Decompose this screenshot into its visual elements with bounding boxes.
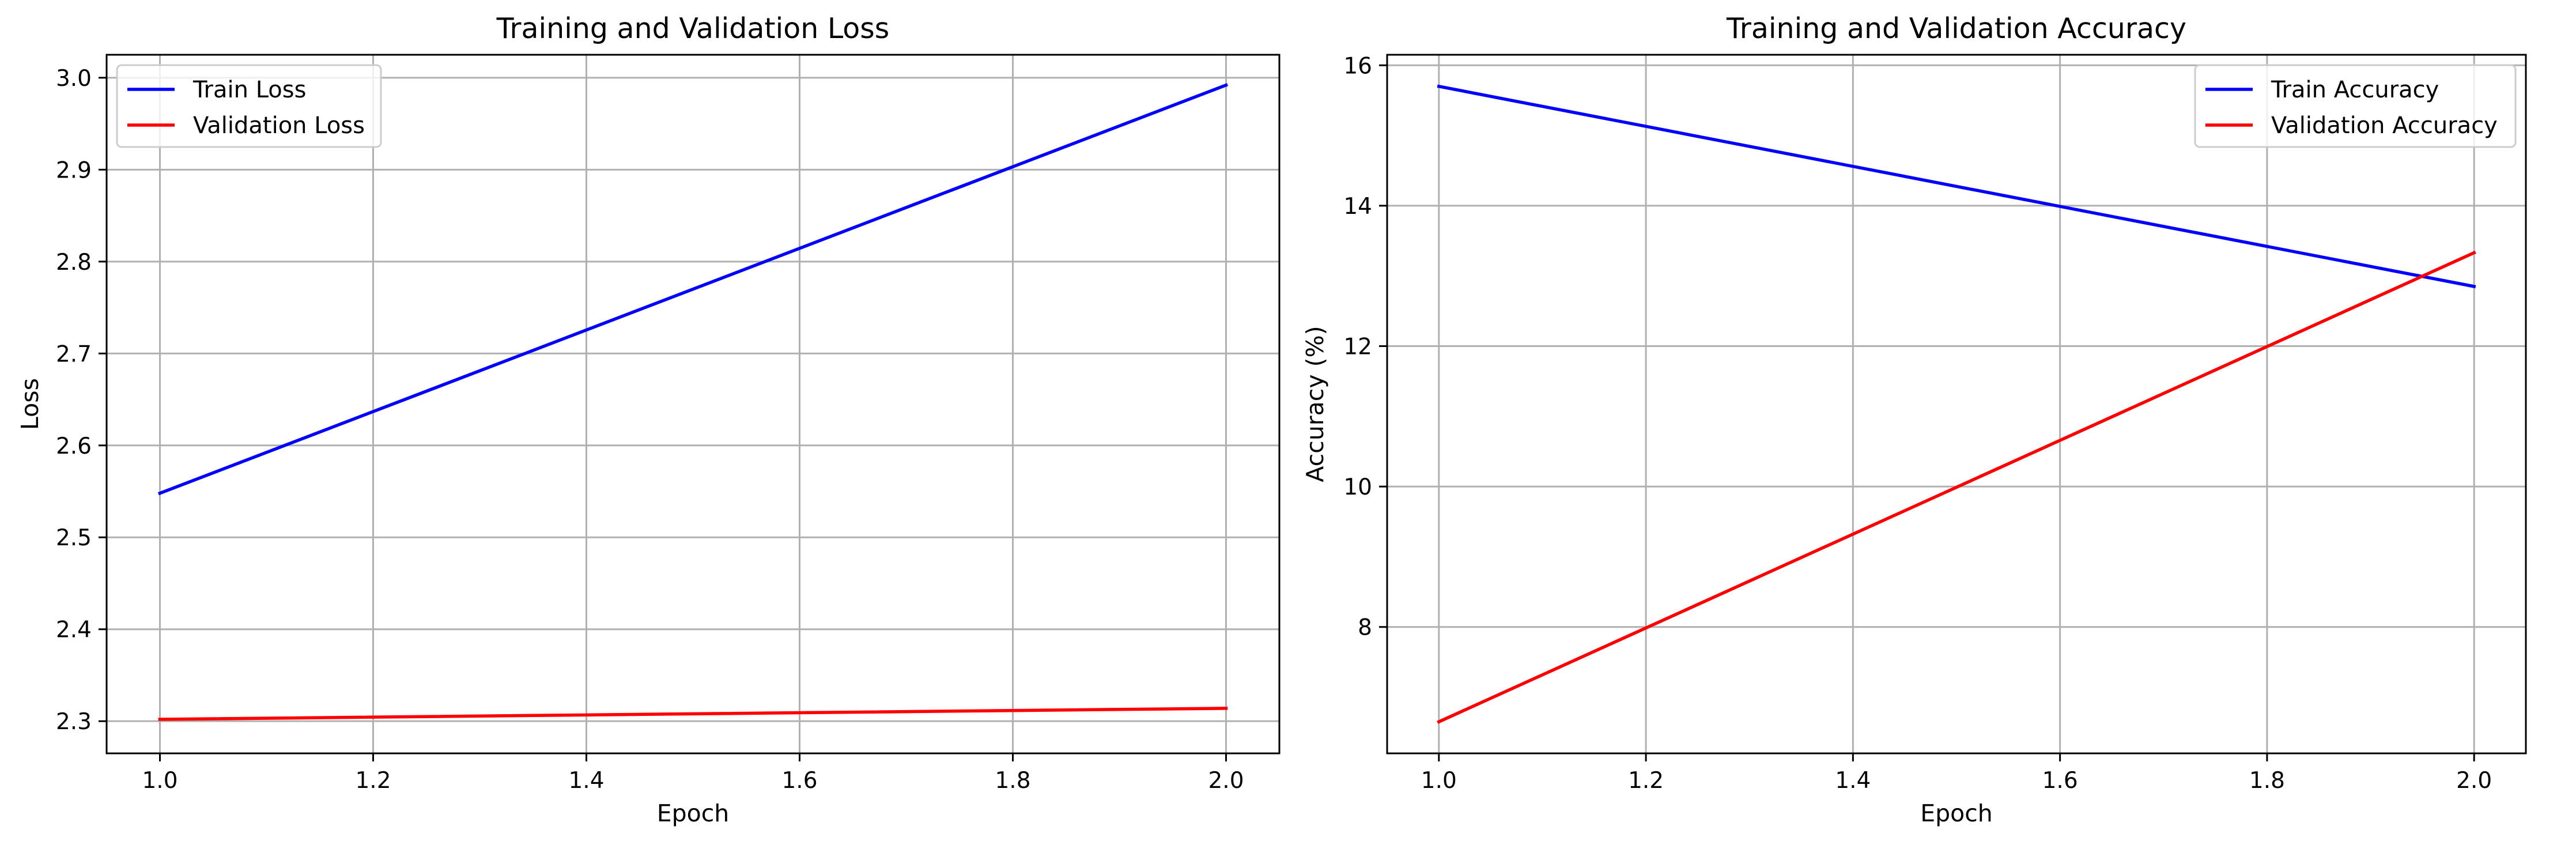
plot-frame bbox=[1386, 54, 2527, 755]
series-line-train-loss bbox=[157, 83, 1229, 496]
x-axis-label: Epoch bbox=[657, 799, 730, 827]
y-tick-label: 2.3 bbox=[56, 709, 92, 735]
legend-frame bbox=[116, 64, 382, 148]
x-tick-label: 1.8 bbox=[995, 768, 1030, 794]
x-tick-label: 1.4 bbox=[568, 768, 604, 794]
series-line-train-accuracy bbox=[1437, 84, 2476, 289]
legend-label: Train Loss bbox=[192, 77, 306, 103]
series-line-validation-loss bbox=[158, 707, 1228, 721]
x-tick-label: 1.2 bbox=[355, 768, 391, 794]
legend-label: Validation Loss bbox=[193, 112, 365, 139]
legend-label: Train Accuracy bbox=[2271, 77, 2439, 103]
x-tick-label: 1.0 bbox=[1421, 768, 1457, 794]
x-tick-label: 1.4 bbox=[1835, 768, 1871, 794]
x-axis-label: Epoch bbox=[1920, 799, 1993, 827]
y-tick-label: 2.8 bbox=[56, 250, 92, 276]
y-tick-label: 3.0 bbox=[56, 66, 92, 92]
grid bbox=[107, 55, 1279, 753]
x-tick-label: 1.6 bbox=[781, 768, 817, 794]
y-axis-label: Loss bbox=[16, 378, 44, 430]
y-tick-label: 16 bbox=[1343, 53, 1372, 79]
y-tick-label: 2.7 bbox=[56, 341, 92, 367]
legend: Train Accuracy Validation Accuracy bbox=[2194, 64, 2517, 148]
x-tick-label: 1.6 bbox=[2042, 768, 2078, 794]
y-tick-label: 12 bbox=[1343, 334, 1372, 360]
y-tick-label: 2.5 bbox=[56, 525, 92, 551]
plot-frame bbox=[105, 54, 1281, 755]
x-tick-label: 1.0 bbox=[142, 768, 177, 794]
y-tick-label: 10 bbox=[1343, 474, 1372, 500]
y-axis-label: Accuracy (%) bbox=[1301, 326, 1329, 482]
x-tick-label: 1.8 bbox=[2249, 768, 2285, 794]
x-tick-label: 1.2 bbox=[1628, 768, 1664, 794]
x-tick-label: 2.0 bbox=[2456, 768, 2492, 794]
y-tick-label: 2.4 bbox=[56, 617, 92, 643]
grid bbox=[1387, 55, 2526, 753]
accuracy-chart: 1.0 1.2 1.4 1.6 1.8 2.0 8 10 12 14 16 Training and … bbox=[1301, 12, 2527, 827]
chart-title: Training and Validation Loss bbox=[496, 12, 890, 45]
y-tick-label: 14 bbox=[1343, 194, 1372, 220]
y-tick-label: 8 bbox=[1358, 615, 1372, 641]
y-tick-label: 2.6 bbox=[56, 433, 92, 459]
chart-title: Training and Validation Accuracy bbox=[1726, 12, 2186, 45]
legend-label: Validation Accuracy bbox=[2271, 112, 2498, 139]
loss-chart: 1.0 1.2 1.4 1.6 1.8 2.0 2.3 2.4 2.5 2.6 2.7 2.8 2.9 3… bbox=[16, 12, 1281, 827]
y-tick-label: 2.9 bbox=[56, 157, 92, 183]
legend-frame bbox=[2194, 64, 2517, 148]
legend: Train Loss Validation Loss bbox=[116, 64, 382, 148]
x-tick-label: 2.0 bbox=[1208, 768, 1244, 794]
series-line-validation-accuracy bbox=[1437, 250, 2476, 724]
